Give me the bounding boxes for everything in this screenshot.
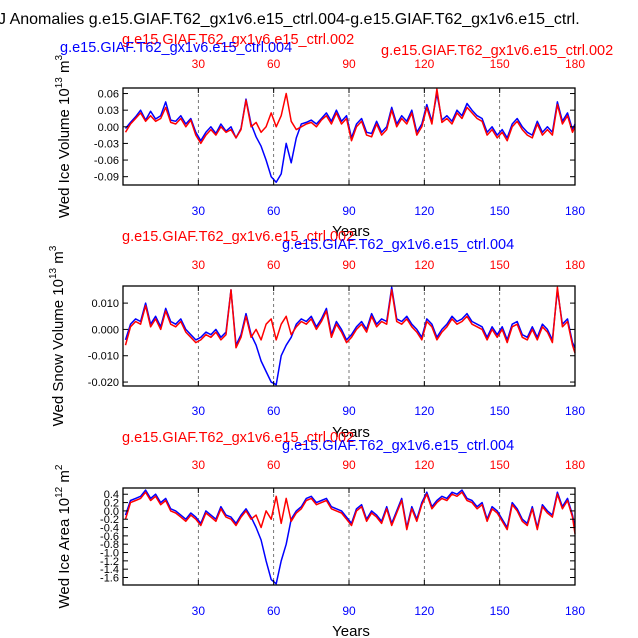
x-tick-label-top: 150 [490,258,510,272]
x-tick-label: 60 [267,204,281,218]
x-axis-label: Years [332,424,370,441]
x-axis-label: Years [332,223,370,240]
x-tick-label: 120 [414,204,434,218]
x-axis-label: Years [332,623,370,638]
x-tick-label: 180 [565,204,585,218]
x-tick-label-top: 150 [490,57,510,71]
x-tick-label-top: 150 [490,458,510,472]
y-tick-label: 0.06 [98,89,119,101]
y-tick-label: -1.0 [100,548,119,560]
x-tick-label-top: 120 [414,458,434,472]
subtitle-red: g.e15.GIAF.T62_gx1v6.e15_ctrl.002 [122,32,354,48]
subtitle-blue: g.e15.GIAF.T62_gx1v6.e15_ctrl.004 [60,40,292,56]
x-tick-label-top: 180 [565,57,585,71]
y-tick-label: -0.4 [100,523,119,535]
y-tick-label: -0.010 [88,351,119,363]
series-line-red [124,286,576,354]
y-tick-label: -1.6 [100,573,119,585]
chart-3: g.e15.GIAF.T62_gx1v6.e15_ctrl.002g.e15.G… [54,430,585,638]
y-tick-label: -0.03 [94,138,119,150]
x-tick-label-top: 120 [414,258,434,272]
series-line-red [124,88,576,145]
y-tick-label: -0.6 [100,531,119,543]
x-tick-label: 30 [192,604,206,618]
chart-1: g.e15.GIAF.T62_gx1v6.e15_ctrl.002g.e15.G… [54,32,613,240]
y-tick-label: -0.020 [88,377,119,389]
chart-2: g.e15.GIAF.T62_gx1v6.e15_ctrl.002g.e15.G… [48,229,585,441]
figure-title: J Anomalies g.e15.GIAF.T62_gx1v6.e15_ctr… [0,11,580,28]
y-tick-label: -0.8 [100,539,119,551]
x-tick-label-top: 60 [267,258,281,272]
x-tick-label-top: 90 [342,57,356,71]
y-tick-label: -0.2 [100,514,119,526]
y-tick-label: -1.4 [100,564,119,576]
x-tick-label-top: 60 [267,458,281,472]
x-tick-label-top: 180 [565,258,585,272]
y-axis-label: Wed Ice Area 1012 m2 [54,464,73,608]
y-tick-label: 0.2 [104,498,119,510]
y-tick-label: -0.09 [94,172,119,184]
series-line-blue [124,286,576,386]
y-axis-label: Wed Ice Volume 1013 m3 [54,54,73,218]
x-tick-label-top: 90 [342,458,356,472]
x-tick-label: 60 [267,404,281,418]
x-tick-label-top: 30 [192,57,206,71]
series-line-red [124,491,576,534]
x-tick-label-top: 90 [342,258,356,272]
y-tick-label: 0.000 [91,324,119,336]
x-tick-label: 90 [342,604,356,618]
x-tick-label: 180 [565,404,585,418]
y-tick-label: 0.03 [98,105,119,117]
x-tick-label: 30 [192,204,206,218]
y-axis-label: Wed Snow Volume 1013 m3 [48,245,67,426]
y-tick-label: 0.00 [98,122,119,134]
x-tick-label: 60 [267,604,281,618]
x-tick-label: 90 [342,404,356,418]
x-tick-label: 90 [342,204,356,218]
subtitle-red: g.e15.GIAF.T62_gx1v6.e15_ctrl.002 [122,430,354,446]
x-tick-label: 120 [414,604,434,618]
y-tick-label: 0.0 [104,506,119,518]
x-tick-label-top: 30 [192,458,206,472]
x-tick-label-top: 30 [192,258,206,272]
y-tick-label: 0.010 [91,298,119,310]
x-tick-label: 30 [192,404,206,418]
y-tick-label: 0.4 [104,489,119,501]
subtitle-red: g.e15.GIAF.T62_gx1v6.e15_ctrl.002 [122,229,354,245]
x-tick-label: 150 [490,404,510,418]
x-tick-label-top: 180 [565,458,585,472]
y-tick-label: -0.06 [94,155,119,167]
subtitle-blue: g.e15.GIAF.T62_gx1v6.e15_ctrl.004 [282,438,514,454]
subtitle-red-2: g.e15.GIAF.T62_gx1v6.e15_ctrl.002 [381,43,613,59]
y-tick-label: -1.2 [100,556,119,568]
x-tick-label-top: 120 [414,57,434,71]
x-tick-label: 180 [565,604,585,618]
x-tick-label: 150 [490,604,510,618]
series-line-blue [124,489,576,585]
subtitle-blue: g.e15.GIAF.T62_gx1v6.e15_ctrl.004 [282,237,514,253]
x-tick-label: 120 [414,404,434,418]
x-tick-label: 150 [490,204,510,218]
x-tick-label-top: 60 [267,57,281,71]
